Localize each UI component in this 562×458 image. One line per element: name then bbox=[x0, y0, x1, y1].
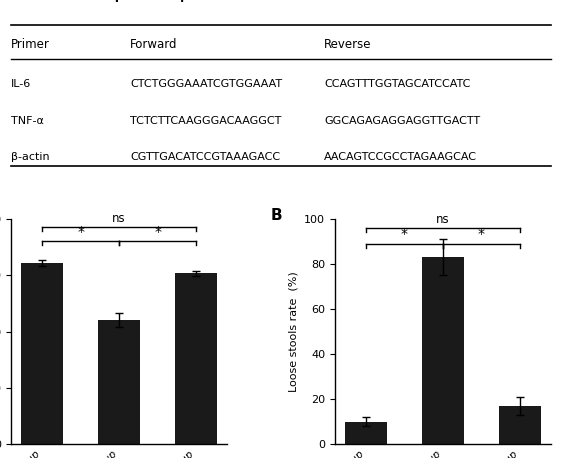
Bar bbox=[98, 320, 140, 444]
Text: AACAGTCCGCCTAGAAGCAC: AACAGTCCGCCTAGAAGCAC bbox=[324, 153, 477, 163]
Text: CTCTGGGAAATCGTGGAAAT: CTCTGGGAAATCGTGGAAAT bbox=[130, 79, 282, 89]
Text: β-actin: β-actin bbox=[11, 153, 50, 163]
Text: B: B bbox=[270, 207, 282, 223]
Text: *: * bbox=[77, 225, 84, 239]
Text: TCTCTTCAAGGGACAAGGCT: TCTCTTCAAGGGACAAGGCT bbox=[130, 116, 282, 126]
Bar bbox=[21, 263, 64, 444]
Text: *: * bbox=[478, 227, 485, 241]
Bar bbox=[498, 406, 541, 444]
Text: Forward: Forward bbox=[130, 38, 178, 51]
Text: Table 1. The sequence of primers (5’→3’): Table 1. The sequence of primers (5’→3’) bbox=[11, 0, 282, 2]
Text: CCAGTTTGGTAGCATCCATC: CCAGTTTGGTAGCATCCATC bbox=[324, 79, 470, 89]
Text: GGCAGAGAGGAGGTTGACTT: GGCAGAGAGGAGGTTGACTT bbox=[324, 116, 481, 126]
Text: CGTTGACATCCGTAAAGACC: CGTTGACATCCGTAAAGACC bbox=[130, 153, 280, 163]
Text: ns: ns bbox=[436, 213, 450, 225]
Text: TNF-α: TNF-α bbox=[11, 116, 44, 126]
Y-axis label: Loose stools rate  (%): Loose stools rate (%) bbox=[289, 271, 298, 392]
Text: Primer: Primer bbox=[11, 38, 50, 51]
Text: ns: ns bbox=[112, 212, 126, 225]
Bar bbox=[175, 273, 217, 444]
Text: *: * bbox=[401, 227, 408, 241]
Text: Reverse: Reverse bbox=[324, 38, 371, 51]
Bar bbox=[345, 422, 387, 444]
Bar bbox=[422, 257, 464, 444]
Text: *: * bbox=[154, 225, 161, 239]
Text: IL-6: IL-6 bbox=[11, 79, 31, 89]
